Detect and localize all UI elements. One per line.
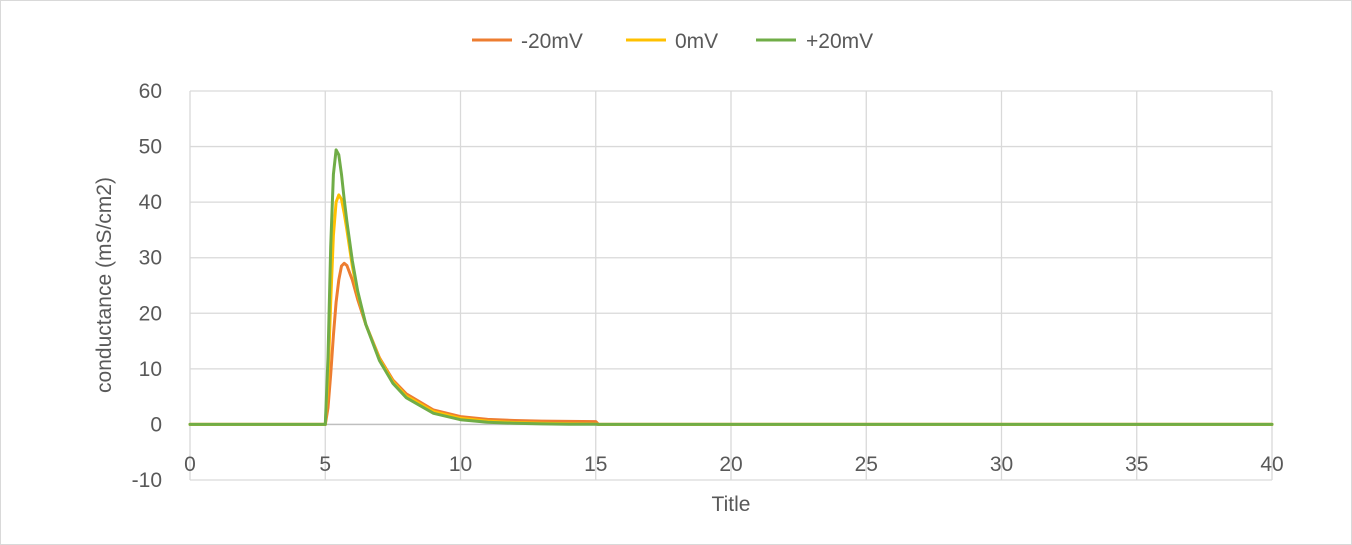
legend-label: -20mV — [521, 30, 583, 53]
x-tick-label: 5 — [319, 453, 331, 476]
x-tick-label: 20 — [719, 453, 742, 476]
y-tick-label: 50 — [139, 136, 162, 159]
y-tick-label: 40 — [139, 191, 162, 214]
x-tick-labels: 0 5 10 15 20 25 30 35 40 — [184, 453, 1284, 476]
x-tick-label: 25 — [855, 453, 878, 476]
legend: -20mV 0mV +20mV — [472, 30, 873, 53]
x-tick-label: 30 — [990, 453, 1013, 476]
y-tick-label: -10 — [132, 469, 162, 492]
y-axis-title: conductance (mS/cm2) — [93, 177, 116, 393]
legend-item: -20mV — [472, 30, 583, 53]
legend-item: 0mV — [626, 30, 718, 53]
x-tick-label: 40 — [1260, 453, 1283, 476]
y-tick-label: 10 — [139, 358, 162, 381]
x-tick-label: 10 — [449, 453, 472, 476]
x-tick-label: 35 — [1125, 453, 1148, 476]
x-axis-title: Title — [712, 493, 751, 516]
x-tick-label: 15 — [584, 453, 607, 476]
x-tick-label: 0 — [184, 453, 196, 476]
legend-item: +20mV — [756, 30, 873, 53]
legend-label: 0mV — [675, 30, 718, 53]
y-tick-label: 0 — [150, 413, 162, 436]
y-tick-label: 60 — [139, 80, 162, 103]
y-tick-labels: -10 0 10 20 30 40 50 60 — [132, 80, 162, 492]
legend-label: +20mV — [806, 30, 873, 53]
series-layer — [188, 148, 1274, 426]
series-line — [188, 148, 1274, 426]
y-tick-label: 20 — [139, 302, 162, 325]
y-tick-label: 30 — [139, 247, 162, 270]
